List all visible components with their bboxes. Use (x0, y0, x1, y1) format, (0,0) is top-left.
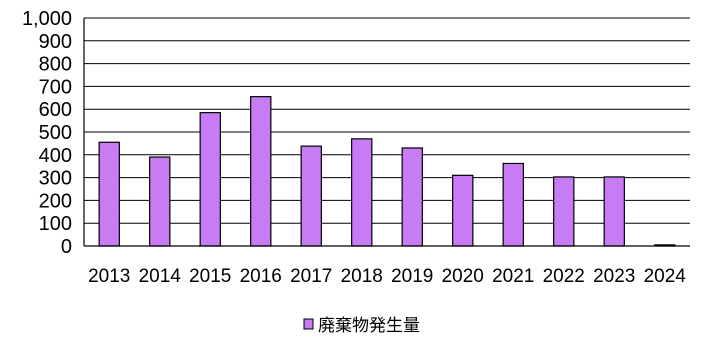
bar-2014 (149, 156, 171, 247)
y-tick-label: 800 (39, 54, 72, 76)
bar-2020 (452, 174, 474, 247)
bar-2016 (250, 96, 272, 247)
y-tick-label: 1,000 (22, 8, 72, 30)
x-tick-label: 2022 (543, 266, 585, 287)
x-tick-label: 2015 (189, 266, 231, 287)
x-tick-label: 2014 (139, 266, 182, 287)
y-tick-label: 300 (39, 168, 72, 190)
y-tick-label: 200 (39, 190, 72, 212)
axes (83, 18, 690, 247)
bar-2018 (351, 138, 373, 247)
y-tick-label: 700 (39, 76, 72, 98)
x-tick-labels: 2013 2014 2015 2016 2017 2018 2019 2020 2021 2022… (88, 266, 686, 287)
bar-2015 (199, 112, 221, 247)
legend: 廃棄物発生量 (303, 316, 420, 336)
y-tick-label: 0 (61, 236, 72, 258)
bar-2023 (603, 176, 625, 247)
x-tick-label: 2020 (442, 266, 484, 287)
y-tick-label: 500 (39, 122, 72, 144)
x-tick-label: 2018 (341, 266, 383, 287)
x-tick-label: 2017 (290, 266, 332, 287)
bar-2017 (300, 145, 322, 247)
x-tick-label: 2013 (88, 266, 130, 287)
x-tick-label: 2023 (593, 266, 635, 287)
bar-2019 (401, 147, 423, 247)
y-tick-label: 600 (39, 99, 72, 121)
bar-2022 (553, 176, 575, 247)
x-tick-label: 2019 (391, 266, 433, 287)
bar-2013 (98, 141, 120, 247)
x-tick-label: 2016 (240, 266, 282, 287)
legend-label: 廃棄物発生量 (318, 316, 420, 336)
bar-2021 (502, 162, 524, 247)
y-tick-label: 400 (39, 145, 72, 167)
y-tick-label: 100 (39, 213, 72, 235)
gridlines (84, 17, 690, 247)
legend-swatch (303, 318, 314, 330)
x-tick-label: 2021 (492, 266, 534, 287)
y-tick-label: 900 (39, 31, 72, 53)
x-tick-label: 2024 (644, 266, 687, 287)
